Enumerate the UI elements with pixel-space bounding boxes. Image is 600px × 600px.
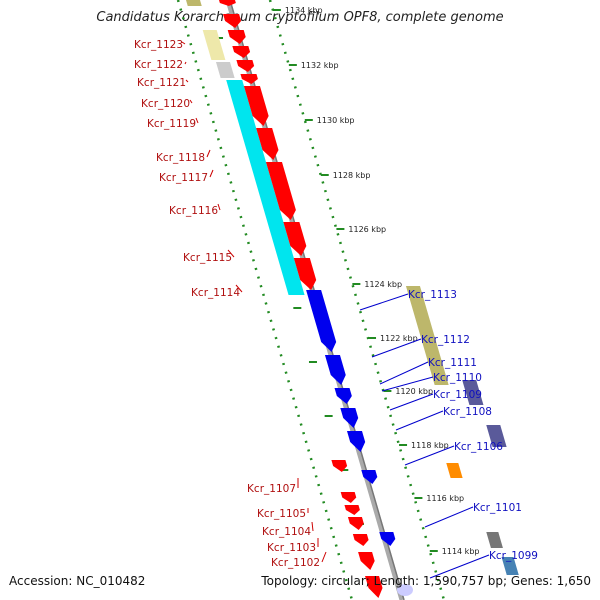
cog-strip-1122	[202, 30, 226, 60]
reverse-leader-4	[389, 393, 434, 411]
forward-gene-label-10: Kcr_1107	[247, 483, 296, 495]
forward-gene-label-11: Kcr_1105	[257, 508, 306, 520]
forward-leader-3	[189, 99, 193, 104]
reverse-gene-label-1: Kcr_1112	[421, 334, 470, 346]
cog-strip-reverse-khaki	[405, 286, 449, 385]
reverse-gene-label-4: Kcr_1109	[433, 389, 482, 401]
cog-strip-purple-1	[462, 380, 484, 405]
forward-gene-label-5: Kcr_1118	[156, 152, 205, 164]
forward-cds-1	[223, 14, 242, 28]
reverse-leader-3	[381, 376, 434, 392]
forward-leader-0	[181, 41, 186, 45]
forward-gene-label-8: Kcr_1115	[183, 252, 232, 264]
forward-cds-2	[227, 30, 246, 44]
reverse-gene-label-5: Kcr_1108	[443, 406, 492, 418]
reverse-gene-label-2: Kcr_1111	[428, 357, 477, 369]
reverse-leader-0	[359, 293, 409, 311]
forward-gene-label-6: Kcr_1117	[159, 172, 208, 184]
reverse-gene-label-8: Kcr_1099	[489, 550, 538, 562]
forward-cds-low-4	[352, 534, 369, 546]
scale-label-5: 1124 kbp	[364, 280, 402, 289]
forward-cds-10	[293, 258, 317, 290]
forward-leader-7	[217, 203, 221, 211]
forward-leader-4	[195, 117, 199, 124]
forward-cds-0	[219, 0, 236, 6]
forward-cds-low-1	[340, 492, 357, 503]
reverse-cds-1	[324, 355, 346, 385]
reverse-leader-2	[379, 361, 429, 385]
scale-label-8: 1118 kbp	[411, 441, 449, 450]
forward-cds-low-2	[344, 505, 360, 515]
reverse-gene-label-6: Kcr_1106	[454, 441, 503, 453]
forward-leader-12	[311, 521, 314, 532]
reverse-cds-3	[340, 408, 359, 428]
forward-cds-5	[240, 74, 258, 84]
reverse-gene-label-7: Kcr_1101	[473, 502, 522, 514]
reverse-gene-label-3: Kcr_1110	[433, 372, 482, 384]
reverse-cds-5	[361, 470, 378, 484]
cog-strip-grey	[486, 532, 503, 548]
forward-cds-low-0	[331, 460, 348, 472]
forward-gene-label-1: Kcr_1122	[134, 59, 183, 71]
scale-label-2: 1130 kbp	[317, 116, 355, 125]
forward-gene-label-3: Kcr_1120	[141, 98, 190, 110]
forward-cds-6	[243, 86, 269, 126]
cog-strip-cyan	[226, 80, 305, 295]
cog-strip-purple-2	[486, 425, 507, 447]
reverse-cds-4	[346, 431, 366, 452]
scale-label-0: 1134 kbp	[285, 6, 323, 15]
reverse-cds-2	[334, 388, 352, 404]
reverse-leader-7	[424, 506, 474, 528]
scale-label-1: 1132 kbp	[301, 61, 339, 70]
forward-gene-label-4: Kcr_1119	[147, 118, 196, 130]
map-title: Candidatus Korarchaeum cryptofilum OPF8,…	[96, 10, 504, 25]
scale-label-9: 1116 kbp	[426, 494, 464, 503]
forward-leader-1	[184, 61, 187, 65]
scale-label-7: 1120 kbp	[395, 387, 433, 396]
scale-label-6: 1122 kbp	[380, 334, 418, 343]
forward-gene-label-9: Kcr_1114	[191, 287, 240, 299]
forward-leader-9	[235, 284, 243, 293]
cog-strip-steel	[501, 557, 519, 575]
cog-strip-top	[186, 0, 202, 6]
scale-label-10: 1114 kbp	[442, 547, 480, 556]
forward-cds-8	[265, 162, 296, 220]
topology-summary: Topology: circular; Length: 1,590,757 bp…	[261, 574, 591, 588]
forward-cds-low-3	[347, 517, 364, 530]
reverse-leader-1	[371, 338, 422, 358]
forward-leader-8	[227, 249, 235, 258]
forward-gene-label-2: Kcr_1121	[137, 77, 186, 89]
forward-cds-4	[236, 60, 255, 72]
reverse-leader-5	[395, 410, 444, 431]
cog-strip-1121	[215, 62, 235, 78]
accession-label: Accession: NC_010482	[9, 574, 146, 588]
reverse-leader-8	[429, 554, 490, 579]
forward-leader-6	[209, 169, 214, 178]
scale-label-3: 1128 kbp	[333, 171, 371, 180]
reverse-cds-6	[379, 532, 396, 546]
forward-cds-9	[283, 222, 307, 256]
forward-gene-label-7: Kcr_1116	[169, 205, 218, 217]
forward-cds-3	[232, 46, 251, 58]
reverse-cds-0	[306, 290, 337, 352]
forward-cds-low-5	[358, 552, 375, 570]
forward-gene-label-13: Kcr_1103	[267, 542, 316, 554]
forward-gene-label-0: Kcr_1123	[134, 39, 183, 51]
forward-cds-low-6	[365, 576, 383, 598]
forward-leader-2	[185, 79, 189, 83]
reverse-leader-6	[404, 445, 455, 466]
cog-strip-orange	[446, 463, 463, 478]
forward-gene-label-14: Kcr_1102	[271, 557, 320, 569]
forward-cds-7	[256, 128, 279, 160]
reverse-gene-label-0: Kcr_1113	[408, 289, 457, 301]
forward-leader-14	[321, 551, 327, 563]
forward-leader-5	[206, 149, 211, 158]
forward-gene-label-12: Kcr_1104	[262, 526, 311, 538]
reverse-cds-7	[397, 584, 413, 596]
scale-label-4: 1126 kbp	[348, 225, 386, 234]
